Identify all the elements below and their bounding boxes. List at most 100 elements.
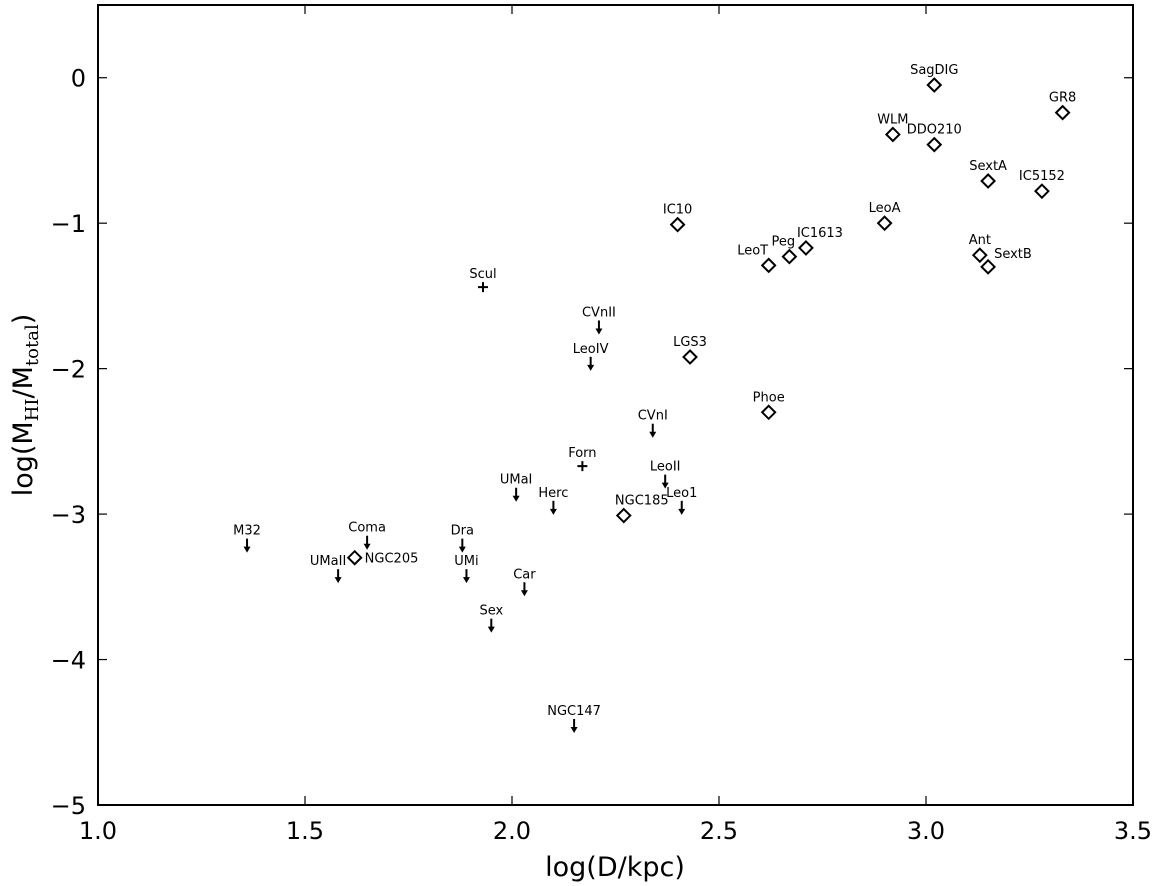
point-forn: Forn: [568, 446, 597, 472]
arrow-down-icon: [363, 543, 371, 550]
point-sexta: SextA: [969, 159, 1007, 189]
diamond-marker: [980, 173, 997, 189]
point-label: Car: [513, 567, 536, 582]
plus-marker: [577, 461, 588, 472]
point-ic1613: IC1613: [797, 226, 843, 256]
x-tick-label: 2.0: [493, 817, 531, 845]
point-car: Car: [513, 567, 536, 597]
x-tick-label: 3.0: [907, 817, 945, 845]
point-umaii: UMaII: [310, 554, 346, 584]
point-label: Forn: [568, 446, 596, 461]
diamond-marker: [760, 257, 777, 274]
point-label: Phoe: [753, 390, 785, 405]
diamond-marker: [760, 404, 777, 421]
diamond-marker: [980, 258, 997, 275]
arrow-down-icon: [649, 431, 657, 438]
point-label: Sex: [479, 604, 503, 619]
x-tick-label: 1.0: [79, 817, 117, 845]
point-label: Coma: [348, 521, 386, 536]
diamond-marker: [682, 349, 698, 365]
x-tick-label: 1.5: [286, 817, 324, 845]
point-label: UMaI: [500, 473, 533, 488]
point-label: LeoIV: [573, 342, 609, 357]
y-axis-title-mid: /M: [8, 366, 39, 398]
arrow-down-icon: [243, 546, 251, 553]
x-tick-label: 2.5: [700, 817, 738, 845]
point-umai: UMaI: [500, 473, 533, 502]
y-tick-label: −1: [51, 210, 86, 238]
point-label: Ant: [969, 233, 991, 248]
point-cvni: CVnI: [638, 409, 668, 438]
point-label: M32: [233, 524, 261, 539]
arrow-down-icon: [334, 577, 342, 584]
point-label: Scul: [469, 267, 496, 282]
point-wlm: WLM: [877, 112, 909, 143]
axis-ticks: 1.0 1.5 2.0 2.5 3.0 3.5 0 −1 −2 −3 −4 −5: [51, 5, 1152, 845]
point-label: CVnI: [638, 409, 668, 424]
diamond-marker: [926, 136, 943, 153]
point-label: IC10: [663, 203, 692, 218]
point-label: GR8: [1049, 91, 1076, 106]
diamond-marker: [1054, 104, 1071, 121]
point-label: Dra: [451, 524, 474, 539]
y-tick-label: −3: [51, 501, 86, 529]
arrow-down-icon: [678, 508, 686, 515]
y-axis-title-sub-hi: HI: [22, 398, 43, 421]
plus-marker: [478, 282, 489, 293]
arrow-down-icon: [520, 590, 528, 597]
point-label: CVnII: [582, 305, 616, 320]
diamond-marker: [798, 239, 814, 256]
point-leo1: Leo1: [666, 486, 697, 515]
point-label: SextB: [994, 247, 1032, 262]
point-dra: Dra: [451, 524, 474, 553]
point-label: NGC185: [615, 494, 669, 509]
y-axis-title-sub-total: total: [22, 324, 43, 366]
arrow-down-icon: [570, 727, 578, 733]
y-tick-label: −2: [51, 356, 86, 384]
point-label: IC5152: [1019, 169, 1065, 184]
point-umi: UMi: [454, 554, 479, 584]
y-axis-title: log(MHI/Mtotal): [8, 314, 43, 497]
point-label: Peg: [772, 235, 796, 250]
arrow-down-icon: [661, 482, 669, 489]
point-label: LGS3: [673, 335, 707, 350]
plot-area: [97, 4, 1134, 806]
point-ddo210: DDO210: [907, 123, 962, 153]
point-scul: Scul: [469, 267, 497, 293]
y-axis-title-prefix: log(M: [8, 421, 39, 496]
diamond-marker: [926, 77, 943, 93]
point-sextb: SextB: [980, 247, 1032, 275]
point-lgs3: LGS3: [673, 335, 707, 365]
point-leoa: LeoA: [869, 201, 901, 232]
y-axis-title-suffix: ): [8, 314, 39, 325]
y-tick-label: 0: [71, 65, 86, 93]
arrow-down-icon: [587, 364, 595, 371]
point-label: Leo1: [666, 486, 697, 501]
point-ic10: IC10: [663, 203, 692, 233]
x-tick-label: 3.5: [1114, 817, 1152, 845]
arrow-down-icon: [487, 626, 495, 633]
point-cvnii: CVnII: [582, 305, 616, 335]
point-leoii: LeoII: [650, 460, 681, 489]
point-label: DDO210: [907, 123, 962, 138]
diamond-marker: [971, 247, 988, 264]
point-label: Herc: [538, 486, 568, 501]
point-gr8: GR8: [1049, 91, 1076, 121]
point-ngc205: NGC205: [346, 549, 418, 567]
point-leot: LeoT: [737, 243, 777, 274]
x-axis-title: log(D/kpc): [545, 852, 685, 883]
point-m32: M32: [233, 524, 261, 553]
point-label: SextA: [969, 159, 1007, 174]
y-tick-label: −5: [51, 792, 86, 820]
point-label: LeoII: [650, 460, 681, 475]
point-ic5152: IC5152: [1019, 169, 1065, 200]
diamond-marker: [1034, 183, 1050, 200]
point-label: LeoT: [737, 243, 768, 258]
diamond-marker: [876, 215, 893, 232]
diamond-marker: [615, 507, 632, 524]
diamond-marker: [781, 248, 798, 265]
arrow-down-icon: [458, 546, 466, 553]
y-tick-label: −4: [51, 647, 86, 675]
point-label: LeoA: [869, 201, 901, 216]
